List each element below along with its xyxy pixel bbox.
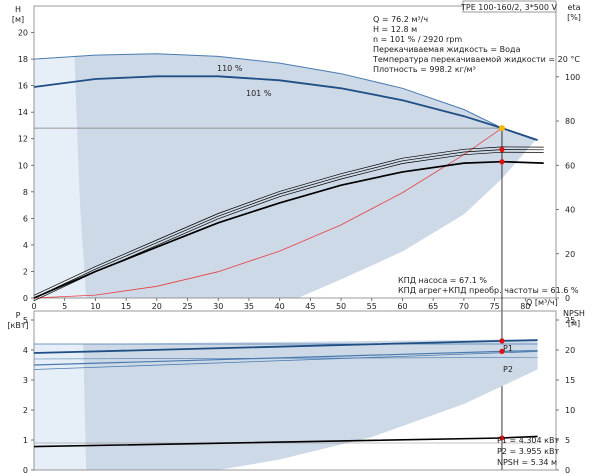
power-envelope-main bbox=[83, 339, 538, 470]
power-axis-title: P [кВт] bbox=[7, 311, 28, 330]
x-tick-label: 15 bbox=[121, 302, 131, 311]
power-tick-label: 4 bbox=[23, 346, 28, 355]
npsh-tick-label: 0 bbox=[565, 466, 570, 474]
x-tick-label: 30 bbox=[213, 302, 223, 311]
x-tick-label: 20 bbox=[152, 302, 162, 311]
pump-efficiency-curve bbox=[33, 146, 544, 296]
npsh-marker bbox=[499, 435, 505, 441]
bottom-axis-ticks: 0 1 2 3 4 5 0 5 10 15 20 25 bbox=[23, 316, 575, 474]
p2-secondary-curve bbox=[33, 351, 538, 370]
x-tick-label: 25 bbox=[182, 302, 192, 311]
head-tick-label: 10 bbox=[18, 161, 28, 170]
flow-axis-title: Q [м³/ч] bbox=[526, 298, 558, 307]
top-series-lines bbox=[33, 53, 544, 470]
power-tick-label: 5 bbox=[23, 316, 28, 325]
eta-tick-label: 40 bbox=[565, 206, 575, 215]
pump-efficiency-label: КПД насоса = 67.1 % bbox=[398, 276, 487, 285]
info-block: Q = 76.2 м³/ч H = 12.8 м n = 101 % / 292… bbox=[372, 15, 580, 74]
x-tick-label: 55 bbox=[367, 302, 377, 311]
power-tick-label: 3 bbox=[23, 376, 28, 385]
title-box bbox=[462, 0, 557, 13]
eta-tick-label: 80 bbox=[565, 117, 575, 126]
operating-point-marker bbox=[498, 125, 505, 132]
head-tick-label: 16 bbox=[18, 82, 28, 91]
unit-efficiency-label: КПД агрег+КПД преобр. частоты = 61.6 % bbox=[398, 286, 579, 295]
top-plot-frame bbox=[33, 5, 557, 299]
npsh-value-label: NPSH = 5.34 м bbox=[497, 458, 557, 467]
x-tick-label: 50 bbox=[336, 302, 346, 311]
npsh-tick-label: 20 bbox=[565, 346, 575, 355]
operating-envelope-top bbox=[34, 53, 536, 298]
head-tick-label: 4 bbox=[23, 241, 28, 250]
npsh-tick-label: 25 bbox=[565, 316, 575, 325]
x-tick-label: 0 bbox=[31, 302, 36, 311]
x-tick-label: 10 bbox=[90, 302, 100, 311]
pump-efficiency-curve bbox=[33, 149, 544, 299]
curve-label-101: 101 % bbox=[246, 89, 272, 98]
x-tick-label: 65 bbox=[428, 302, 438, 311]
envelope-low-speed-region bbox=[34, 55, 96, 298]
info-line: H = 12.8 м bbox=[373, 25, 417, 34]
chart-title: TPE 100-160/2, 3*500 V bbox=[460, 3, 558, 12]
head-tick-label: 12 bbox=[18, 135, 28, 144]
npsh-axis-title: NPSH [м] bbox=[563, 309, 585, 328]
head-tick-label: 18 bbox=[18, 55, 28, 64]
bottom-series-lines bbox=[33, 338, 538, 448]
head-tick-label: 0 bbox=[23, 294, 28, 303]
info-line: n = 101 % / 2920 rpm bbox=[373, 35, 462, 44]
x-tick-label: 60 bbox=[397, 302, 407, 311]
x-tick-label: 5 bbox=[62, 302, 67, 311]
eta-tick-label: 0 bbox=[565, 294, 570, 303]
info-line: Температура перекачиваемой жидкости = 20… bbox=[372, 55, 580, 64]
npsh-tick-label: 15 bbox=[565, 376, 575, 385]
head-tick-label: 14 bbox=[18, 108, 28, 117]
head-axis-title: H [м] bbox=[12, 5, 24, 24]
power-tick-label: 1 bbox=[23, 436, 28, 445]
unit-efficiency-curve bbox=[33, 160, 544, 299]
p1-value-label: P1 = 4.304 кВт bbox=[497, 436, 559, 445]
x-tick-label: 80 bbox=[520, 302, 530, 311]
operating-envelope-bottom bbox=[34, 339, 538, 470]
head-tick-label: 20 bbox=[18, 29, 28, 38]
head-tick-label: 2 bbox=[23, 267, 28, 276]
curve-101-percent bbox=[33, 75, 538, 141]
system-curve bbox=[33, 127, 503, 299]
head-tick-label: 8 bbox=[23, 188, 28, 197]
power-envelope-low-speed bbox=[34, 344, 87, 470]
power-block: P1 = 4.304 кВт P2 = 3.955 кВт NPSH = 5.3… bbox=[497, 436, 559, 467]
p2-value-label: P2 = 3.955 кВт bbox=[497, 447, 559, 456]
x-tick-label: 45 bbox=[305, 302, 315, 311]
p2-marker bbox=[499, 348, 505, 354]
power-tick-label: 2 bbox=[23, 406, 28, 415]
envelope-main-region bbox=[74, 53, 536, 298]
series-label-p1: P1 bbox=[503, 344, 513, 353]
x-tick-label: 35 bbox=[244, 302, 254, 311]
head-tick-label: 6 bbox=[23, 214, 28, 223]
eta-axis-title: eta [%] bbox=[567, 3, 581, 22]
power-tick-label: 0 bbox=[23, 466, 28, 474]
p1-marker bbox=[499, 338, 505, 344]
eta-tick-label: 100 bbox=[565, 73, 580, 82]
curve-110-percent bbox=[33, 53, 536, 141]
series-label-p2: P2 bbox=[503, 365, 513, 374]
npsh-tick-label: 10 bbox=[565, 406, 575, 415]
x-tick-label: 75 bbox=[489, 302, 499, 311]
curve-label-110: 110 % bbox=[217, 64, 243, 73]
info-line: Плотность = 998.2 кг/м³ bbox=[373, 65, 476, 74]
eta-tick-label: 60 bbox=[565, 161, 575, 170]
top-axis-ticks: 0 5 10 15 20 25 30 35 40 45 50 55 60 65 70 75 8002468101… bbox=[18, 29, 580, 311]
x-tick-label: 70 bbox=[459, 302, 469, 311]
info-line: Q = 76.2 м³/ч bbox=[373, 15, 428, 24]
unit-efficiency-marker bbox=[499, 159, 505, 165]
eta-tick-label: 20 bbox=[565, 250, 575, 259]
efficiency-block: КПД насоса = 67.1 % КПД агрег+КПД преобр… bbox=[398, 276, 579, 295]
pump-efficiency-marker bbox=[499, 146, 505, 153]
x-tick-label: 40 bbox=[275, 302, 285, 311]
npsh-tick-label: 5 bbox=[565, 436, 570, 445]
bottom-plot-frame bbox=[33, 310, 557, 471]
info-line: Перекачиваемая жидкость = Вода bbox=[373, 45, 521, 54]
